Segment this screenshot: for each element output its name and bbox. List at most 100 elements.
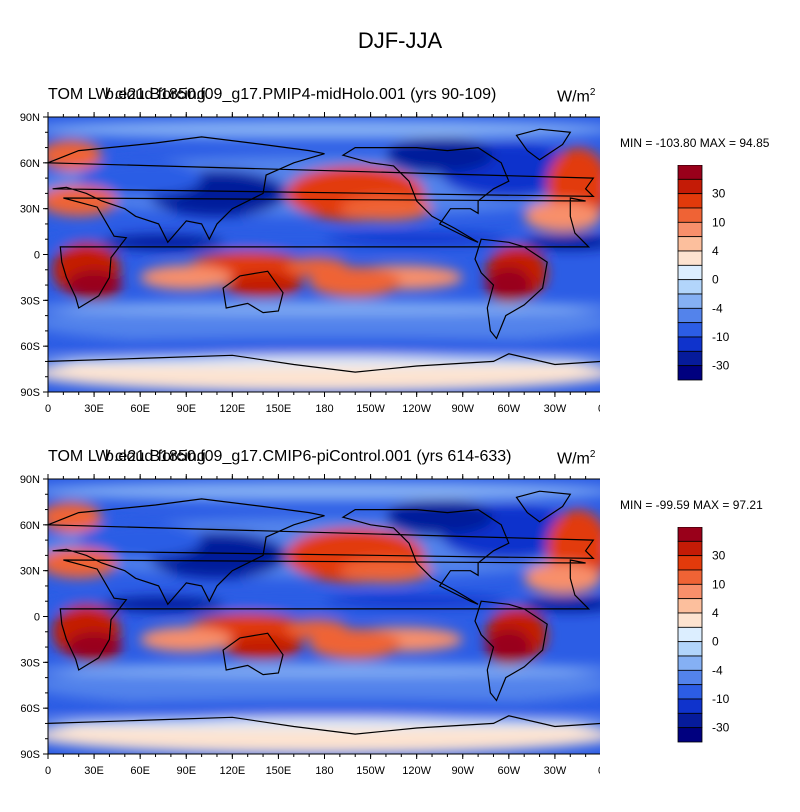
- colorbar-swatch: [677, 598, 703, 614]
- x-tick-label: 0: [45, 403, 51, 415]
- x-tick-label: 180: [315, 403, 333, 415]
- colorbar-label: 10: [712, 215, 726, 229]
- x-tick-label: 60E: [130, 765, 150, 777]
- x-tick-label: 120E: [219, 765, 245, 777]
- colorbar-label: -4: [712, 301, 723, 315]
- colorbar-swatch: [677, 165, 703, 180]
- figure-title: DJF-JJA: [357, 28, 443, 53]
- contour-region: [48, 120, 600, 139]
- colorbar-swatch: [677, 293, 703, 309]
- colorbar-swatch: [677, 279, 703, 295]
- colorbar: 30 10 4 0 -4 -10 -30: [677, 527, 730, 743]
- colorbar-label: 10: [712, 577, 726, 591]
- x-tick-label: 90E: [176, 765, 196, 777]
- coastline: [341, 146, 510, 243]
- contour-region: [324, 233, 509, 246]
- colorbar-label: 30: [712, 549, 726, 563]
- y-tick-label: 60N: [20, 520, 40, 532]
- contour-region: [66, 631, 122, 663]
- colorbar-label: -4: [712, 663, 723, 677]
- coastline: [474, 238, 548, 340]
- contour-region: [309, 628, 402, 660]
- map-panel-1: TOM LW cloud forcing b.e21.B1850.f09_g17…: [0, 80, 800, 450]
- colorbar-swatch: [677, 583, 703, 600]
- colorbar-swatch: [677, 207, 703, 223]
- colorbar-swatch: [677, 655, 703, 671]
- units-label: W/m2: [557, 87, 596, 106]
- contour-region: [48, 139, 102, 171]
- contour-region: [66, 269, 122, 301]
- x-tick-label: 0: [598, 765, 600, 777]
- contour-region: [140, 627, 233, 652]
- colorbar-swatch: [677, 527, 703, 542]
- x-tick-label: 150E: [266, 403, 292, 415]
- contour-region: [339, 196, 433, 221]
- contour-region: [485, 266, 532, 304]
- colorbar-swatch: [677, 350, 703, 367]
- contour-region: [48, 185, 118, 217]
- x-tick-label: 60W: [498, 403, 521, 415]
- x-tick-label: 0: [598, 403, 600, 415]
- map-panel-2: TOM LW cloud forcing b.e21.B1850.f09_g17…: [0, 442, 800, 812]
- panel-left-label: TOM LW cloud forcing: [48, 448, 206, 465]
- x-tick-label: 120W: [402, 765, 431, 777]
- colorbar-label: 0: [712, 273, 719, 287]
- coastline: [59, 197, 591, 309]
- colorbar-swatch: [677, 178, 703, 195]
- colorbar-label: 4: [712, 606, 719, 620]
- contour-region: [385, 498, 494, 536]
- x-tick-label: 60W: [498, 765, 521, 777]
- colorbar-swatch: [677, 236, 703, 252]
- contour-region: [78, 521, 202, 559]
- contour-region: [339, 558, 433, 583]
- coastline: [59, 559, 591, 671]
- y-tick-label: 90S: [20, 749, 40, 761]
- colorbar-label: -10: [712, 330, 730, 344]
- contour-region: [524, 563, 600, 594]
- coastline: [515, 128, 572, 161]
- contour-region: [48, 663, 600, 677]
- colorbar-label: 4: [712, 244, 719, 258]
- panel-center-label: b.e21.B1850.f09_g17.CMIP6-piControl.001 …: [105, 448, 512, 465]
- coastline: [48, 498, 595, 606]
- colorbar-label: 0: [712, 635, 719, 649]
- colorbar-swatch: [677, 307, 703, 324]
- colorbar-swatch: [677, 221, 703, 238]
- colorbar-swatch: [677, 569, 703, 585]
- min-max-stats: MIN = -99.59 MAX = 97.21: [620, 498, 763, 512]
- coastline: [222, 270, 284, 314]
- contour-region: [48, 718, 600, 729]
- x-tick-label: 30W: [544, 765, 567, 777]
- contour-region: [48, 301, 600, 315]
- x-tick-label: 30W: [544, 403, 567, 415]
- colorbar-swatch: [677, 250, 703, 266]
- colorbar-swatch: [677, 641, 703, 657]
- x-tick-label: 90W: [451, 765, 474, 777]
- x-tick-label: 60E: [130, 403, 150, 415]
- contour-map: 030E60E90E120E150E180150W120W90W60W30W09…: [20, 112, 600, 415]
- y-tick-label: 90N: [20, 112, 40, 124]
- x-tick-label: 120E: [219, 403, 245, 415]
- colorbar-swatch: [677, 193, 703, 209]
- coastline: [48, 136, 595, 244]
- colorbar-swatch: [677, 684, 703, 700]
- coastline: [222, 632, 284, 676]
- colorbar-label: -30: [712, 721, 730, 735]
- units-label: W/m2: [557, 449, 596, 468]
- colorbar-label: 30: [712, 187, 726, 201]
- contour-region: [48, 356, 600, 367]
- y-tick-label: 90N: [20, 474, 40, 486]
- contour-region: [224, 634, 302, 660]
- x-tick-label: 150W: [356, 403, 385, 415]
- contour-region: [224, 272, 302, 298]
- panel-left-label: TOM LW cloud forcing: [48, 86, 206, 103]
- x-tick-label: 30E: [84, 403, 104, 415]
- contour-region: [524, 201, 600, 232]
- colorbar-swatch: [677, 712, 703, 729]
- x-tick-label: 150E: [266, 765, 292, 777]
- coastline: [515, 490, 572, 523]
- contour-region: [48, 337, 600, 356]
- y-tick-label: 30S: [20, 657, 40, 669]
- y-tick-label: 60N: [20, 158, 40, 170]
- colorbar-label: -10: [712, 692, 730, 706]
